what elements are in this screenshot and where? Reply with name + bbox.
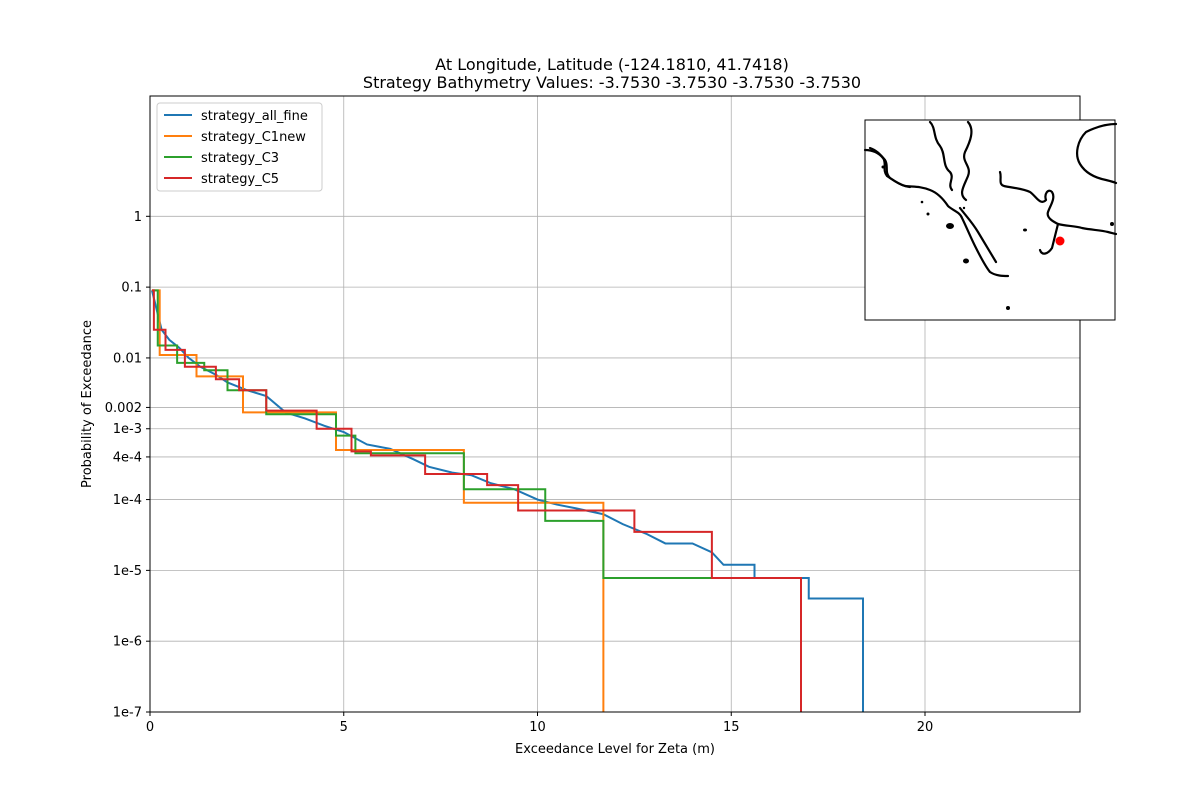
- x-tick-label: 0: [146, 720, 154, 735]
- inset-island: [946, 223, 954, 229]
- inset-island: [926, 212, 930, 216]
- y-tick-label: 0.002: [105, 401, 142, 416]
- y-tick-label: 0.01: [113, 351, 142, 366]
- inset-island: [881, 165, 885, 169]
- plot-frame: [149, 95, 1081, 713]
- y-tick-label: 1e-5: [113, 564, 142, 579]
- chart-title-line2: Strategy Bathymetry Values: -3.7530 -3.7…: [363, 73, 861, 92]
- series-lines: [150, 289, 864, 712]
- inset-island: [1110, 222, 1114, 226]
- inset-coast-segment: [998, 170, 1118, 236]
- legend-label-c3: strategy_C3: [201, 151, 279, 166]
- y-tick-label: 1e-4: [113, 493, 142, 508]
- series-line-strategy-c1new: [151, 289, 605, 712]
- y-tick-label: 1e-6: [113, 635, 142, 650]
- y-axis-label: Probability of Exceedance: [80, 320, 95, 488]
- inset-coast-segment: [1038, 222, 1060, 255]
- x-tick-label: 5: [340, 720, 348, 735]
- inset-map: [863, 119, 1118, 321]
- y-tick-label: 0.1: [121, 281, 142, 296]
- inset-coast-segment: [958, 206, 998, 264]
- y-tick-label: 1: [134, 210, 142, 225]
- chart-title-line1: At Longitude, Latitude (-124.1810, 41.74…: [435, 55, 789, 74]
- inset-island: [963, 258, 969, 264]
- inset-island: [1006, 306, 1010, 310]
- y-axis-ticks: 1 0.1 0.01 0.002 1e-3 4e-4 1e-4 1e-5 1e-6 1e-7: [105, 210, 150, 721]
- y-tick-label: 1e-7: [113, 706, 142, 721]
- y-tick-label: 1e-3: [113, 422, 142, 437]
- inset-coast-segment: [1076, 122, 1118, 185]
- inset-coast-segment: [928, 120, 954, 192]
- legend-label-all-fine: strategy_all_fine: [201, 109, 308, 124]
- inset-coast-segment: [868, 146, 912, 189]
- y-tick-label: 4e-4: [113, 450, 142, 465]
- inset-location-marker: [1055, 236, 1065, 246]
- inset-map-frame: [864, 119, 1116, 321]
- inset-coast-segment: [960, 120, 973, 202]
- legend: strategy_all_fine strategy_C1new strateg…: [156, 102, 323, 192]
- x-tick-label: 10: [529, 720, 546, 735]
- x-tick-label: 20: [917, 720, 934, 735]
- series-line-strategy-c5: [151, 289, 802, 712]
- inset-island: [1023, 228, 1027, 232]
- x-axis-ticks: 0 5 10 15 20: [146, 712, 933, 735]
- inset-map-coastline: [863, 120, 1118, 278]
- x-tick-label: 15: [723, 720, 740, 735]
- inset-island: [920, 200, 924, 204]
- legend-label-c5: strategy_C5: [201, 172, 279, 187]
- x-axis-label: Exceedance Level for Zeta (m): [515, 742, 715, 757]
- legend-label-c1new: strategy_C1new: [201, 130, 306, 145]
- series-line-strategy-c3: [151, 289, 802, 712]
- inset-island: [962, 206, 966, 210]
- inset-map-islands: [881, 165, 1114, 310]
- legend-box: [156, 102, 323, 192]
- inset-coast-segment: [863, 148, 1010, 278]
